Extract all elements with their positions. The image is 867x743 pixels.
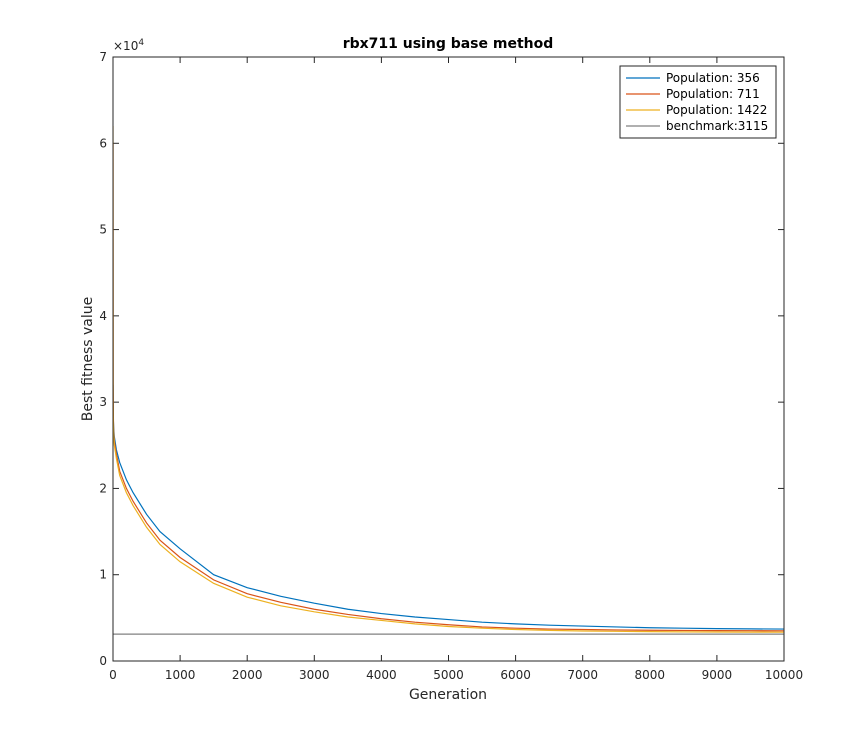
x-tick-label: 4000 [366,668,397,682]
y-exponent-base: ×10 [113,39,138,53]
y-tick-label: 1 [99,568,107,582]
x-tick-label: 9000 [702,668,733,682]
y-tick-label: 0 [99,654,107,668]
x-tick-label: 2000 [232,668,263,682]
legend-entry: benchmark:3115 [666,119,768,133]
x-axis: 0 1000 2000 3000 4000 5000 6000 7000 8000 9000 100… [109,57,803,682]
axes-frame [112,56,785,662]
chart-title: rbx711 using base method [343,36,554,52]
y-tick-label: 5 [99,223,107,237]
x-axis-label: Generation [409,687,487,703]
x-tick-label: 10000 [765,668,803,682]
series-layer [113,126,784,635]
x-tick-label: 7000 [567,668,598,682]
y-exponent-label: ×104 [113,38,144,53]
series-line-2 [113,143,784,632]
series-line-3 [113,126,784,633]
y-tick-label: 3 [99,395,107,409]
y-tick-label: 2 [99,481,107,495]
y-tick-label: 6 [99,136,107,150]
legend-entry: Population: 356 [666,71,760,85]
legend-entry: Population: 711 [666,87,760,101]
x-tick-label: 1000 [165,668,196,682]
y-tick-label: 7 [99,50,107,64]
series-line-1 [113,384,784,630]
plot-area [113,57,784,661]
x-tick-label: 6000 [500,668,531,682]
x-tick-label: 8000 [635,668,666,682]
legend: Population: 356 Population: 711 Population… [619,65,777,139]
axes-box [112,56,785,662]
x-tick-label: 0 [109,668,117,682]
x-tick-label: 5000 [433,668,464,682]
y-exponent-power: 4 [138,38,144,48]
x-tick-label: 3000 [299,668,330,682]
legend-entry: Population: 1422 [666,103,767,117]
y-axis-label: Best fitness value [80,297,96,422]
y-tick-label: 4 [99,309,107,323]
